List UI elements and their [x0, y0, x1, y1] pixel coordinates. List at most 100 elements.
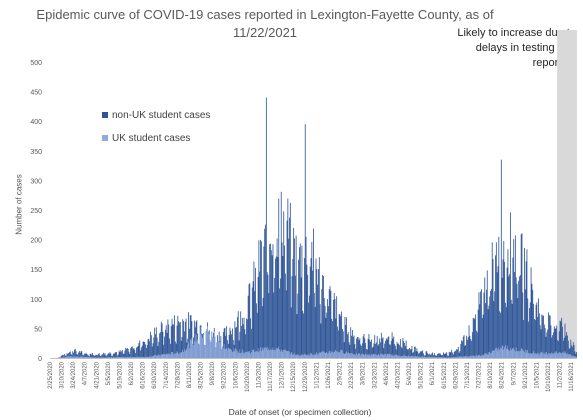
bar-uk: [414, 356, 415, 358]
bar-uk: [240, 353, 242, 358]
bar-non-uk: [148, 338, 150, 358]
bar-non-uk: [563, 337, 565, 358]
bar-uk: [370, 355, 371, 358]
legend-label-uk: UK student cases: [112, 133, 191, 144]
bar-non-uk: [257, 277, 259, 358]
bar-non-uk: [384, 343, 386, 358]
bar-uk: [117, 357, 119, 358]
bar-non-uk: [461, 340, 463, 358]
bar-uk: [241, 352, 242, 358]
bar-non-uk: [389, 344, 391, 358]
bar-uk: [554, 353, 556, 358]
bar-non-uk: [265, 224, 266, 358]
bar-uk: [419, 356, 421, 358]
bar-non-uk: [346, 317, 348, 358]
bar-uk: [383, 354, 385, 358]
bar-non-uk: [147, 339, 149, 358]
bar-non-uk: [112, 353, 114, 358]
bar-uk: [409, 356, 411, 358]
bar-uk: [366, 354, 367, 358]
bar-uk: [355, 354, 357, 358]
bar-uk: [67, 356, 69, 358]
x-tick-label: 8/25/2020: [199, 361, 205, 388]
bar-uk: [375, 354, 376, 358]
bar-uk: [291, 351, 293, 358]
bar-uk: [550, 353, 552, 358]
bar-uk: [566, 353, 568, 358]
bar-non-uk: [488, 305, 490, 358]
bar-uk: [348, 352, 350, 358]
bar-uk: [76, 356, 78, 358]
bar-uk: [540, 352, 542, 358]
bar-uk: [206, 329, 208, 358]
bar-uk: [335, 349, 337, 358]
bar-non-uk: [308, 295, 310, 358]
bar-uk: [522, 349, 524, 358]
bar-uk: [223, 344, 225, 358]
bar-non-uk: [366, 349, 368, 358]
bar-uk: [322, 351, 324, 358]
bar-uk: [252, 349, 254, 358]
bar-non-uk: [71, 355, 73, 358]
bar-uk: [83, 357, 84, 358]
x-tick-label: 5/19/2020: [118, 361, 124, 388]
bar-non-uk: [352, 336, 354, 358]
bar-uk: [303, 354, 304, 358]
bar-non-uk: [136, 347, 137, 358]
bar-uk: [198, 343, 199, 358]
bar-uk: [481, 355, 482, 358]
bar-uk: [235, 348, 237, 358]
bar-uk: [344, 353, 346, 358]
x-tick-label: 4/20/2021: [396, 361, 402, 388]
bar-uk: [214, 336, 216, 358]
bar-non-uk: [251, 287, 253, 358]
bar-non-uk: [301, 245, 303, 358]
bar-uk: [538, 353, 539, 358]
bar-non-uk: [381, 338, 383, 358]
bar-uk: [289, 351, 290, 358]
bar-uk: [514, 349, 515, 358]
bar-non-uk: [538, 313, 540, 358]
bar-uk: [294, 353, 295, 358]
bar-non-uk: [354, 344, 356, 358]
bar-uk: [70, 356, 72, 358]
bar-non-uk: [394, 344, 395, 358]
bar-uk: [107, 357, 109, 358]
bar-uk: [284, 349, 285, 358]
bar-non-uk: [73, 349, 75, 358]
bar-uk: [203, 344, 205, 358]
bar-non-uk: [490, 290, 491, 358]
bar-non-uk: [166, 332, 168, 358]
bar-non-uk: [428, 353, 430, 358]
bar-non-uk: [167, 319, 169, 358]
bar-non-uk: [368, 333, 370, 358]
bar-non-uk: [162, 331, 164, 358]
bar-uk: [202, 337, 204, 358]
bar-uk: [189, 339, 191, 358]
bar-non-uk: [178, 321, 180, 358]
bar-non-uk: [126, 348, 128, 358]
bar-non-uk: [480, 291, 482, 358]
bar-uk: [513, 347, 515, 358]
bar-uk: [62, 357, 64, 358]
bar-uk: [261, 348, 263, 358]
bar-non-uk: [401, 348, 403, 358]
bar-non-uk: [159, 333, 161, 358]
bar-uk: [264, 347, 266, 358]
bar-uk: [400, 356, 402, 358]
bar-non-uk: [388, 336, 390, 358]
bar-non-uk: [426, 351, 428, 358]
bar-uk: [232, 351, 234, 358]
bar-uk: [237, 352, 239, 358]
bar-uk: [369, 354, 371, 358]
bar-uk: [385, 353, 386, 358]
bar-non-uk: [337, 330, 339, 358]
bar-non-uk: [100, 355, 102, 358]
bar-uk: [425, 356, 427, 358]
bar-uk: [327, 353, 328, 358]
x-tick-label: 3/23/2021: [372, 361, 378, 388]
bar-uk: [541, 351, 543, 358]
bar-uk: [557, 353, 558, 358]
bar-uk: [373, 354, 375, 358]
bar-non-uk: [302, 310, 304, 358]
